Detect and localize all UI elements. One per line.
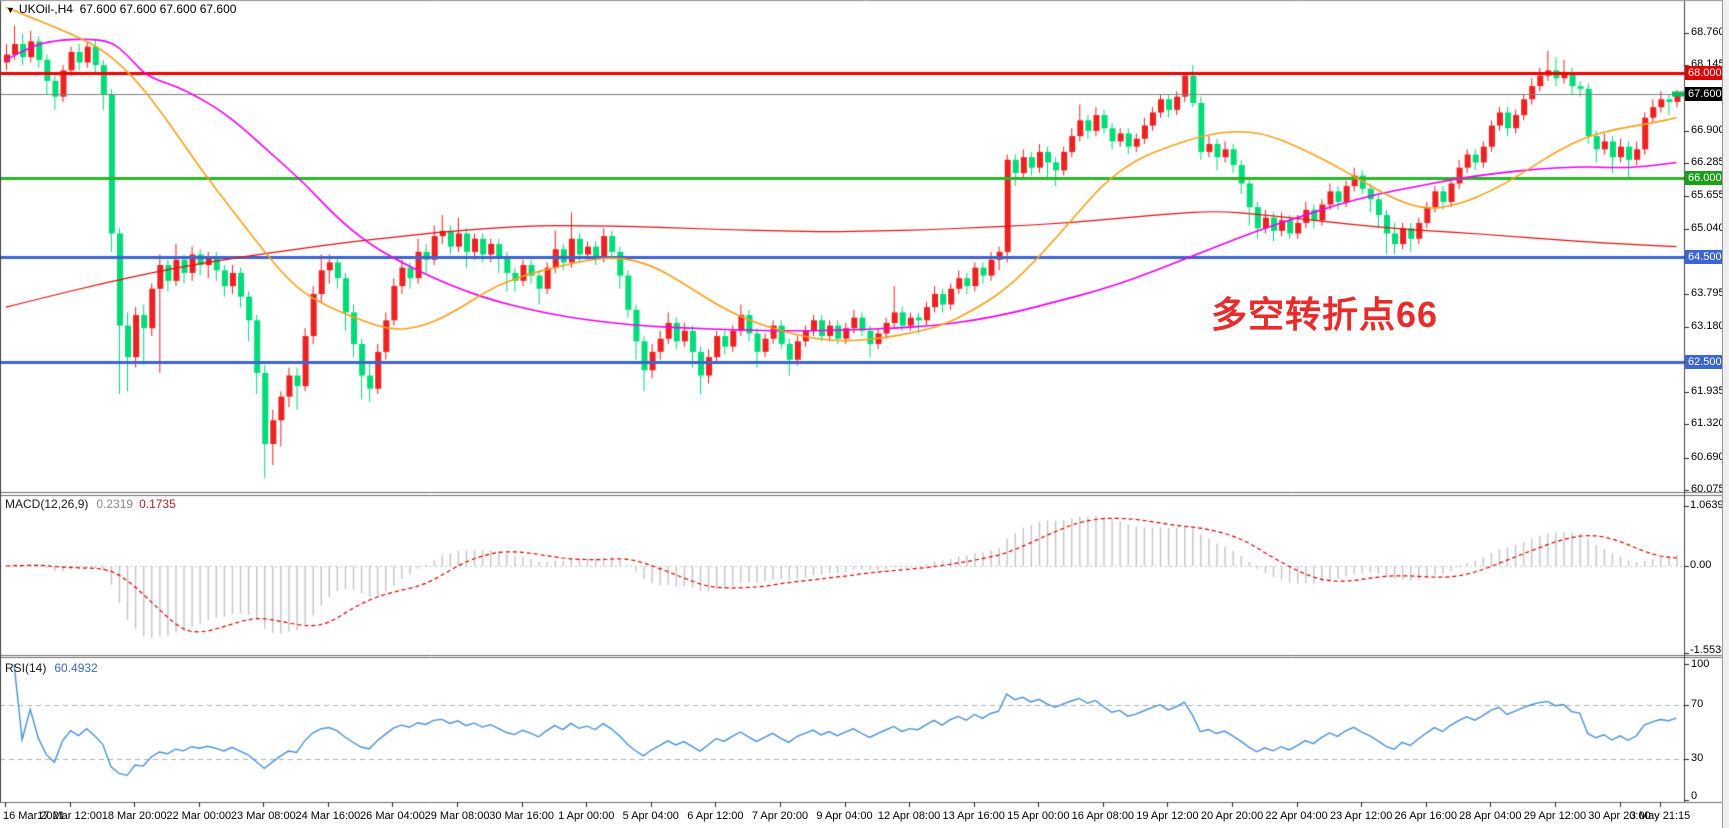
time-tick-label: 22 Mar 00:00 — [166, 810, 232, 822]
price-tick-label: 65.040 — [1691, 221, 1725, 234]
level-price-badge: 66.000 — [1685, 171, 1729, 186]
time-tick-label: 30 Apr 20:00 — [1588, 810, 1651, 822]
level-price-badge: 62.500 — [1685, 355, 1729, 370]
ohlc-values: 67.600 67.600 67.600 67.600 — [79, 2, 237, 16]
time-tick-label: 30 Mar 16:00 — [489, 810, 555, 822]
time-tick-label: 9 Apr 04:00 — [816, 810, 873, 822]
macd-scale-bottom: -1.5536 — [1690, 644, 1728, 656]
symbol-timeframe-label: UKOil-,H4 — [18, 2, 73, 16]
time-tick-label: 5 Apr 04:00 — [622, 810, 679, 822]
macd-signal-value: 0.1735 — [139, 497, 176, 511]
price-tick-label: 63.795 — [1691, 287, 1725, 300]
level-price-badge: 68.000 — [1685, 65, 1729, 80]
rsi-level-label: 30 — [1691, 752, 1704, 765]
price-tick-label: 65.655 — [1691, 189, 1725, 202]
price-tick-label: 66.900 — [1691, 123, 1725, 136]
rsi-level-label: 70 — [1691, 697, 1704, 710]
rsi-value: 60.4932 — [54, 661, 98, 675]
macd-scale-zero: 0.00 — [1690, 559, 1712, 571]
macd-scale-top: 1.0639 — [1690, 499, 1724, 511]
time-tick-label: 22 Apr 04:00 — [1265, 810, 1328, 822]
time-tick-label: 28 Apr 04:00 — [1459, 810, 1522, 822]
price-tick-label: 61.935 — [1691, 385, 1725, 398]
macd-main-value: 0.2319 — [96, 497, 134, 511]
price-tick-label: 60.075 — [1691, 482, 1725, 495]
price-tick-label: 66.285 — [1691, 156, 1725, 169]
rsi-level-label: 100 — [1691, 658, 1710, 670]
rsi-level-label: 0 — [1691, 790, 1698, 802]
time-tick-label: 13 Apr 16:00 — [942, 810, 1005, 822]
time-tick-label: 19 Apr 12:00 — [1136, 810, 1199, 822]
chart-title: ▼ UKOil-,H4 67.600 67.600 67.600 67.600 — [6, 2, 236, 16]
time-tick-label: 26 Apr 16:00 — [1394, 810, 1457, 822]
time-tick-label: 1 Apr 00:00 — [558, 810, 615, 822]
current-price-badge: 67.600 — [1685, 87, 1729, 102]
time-tick-label: 12 Apr 08:00 — [877, 810, 941, 822]
time-tick-label: 24 Mar 16:00 — [295, 810, 361, 822]
time-tick-label: 29 Mar 08:00 — [424, 810, 490, 822]
time-tick-label: 29 Apr 12:00 — [1523, 810, 1587, 822]
time-tick-label: 18 Mar 20:00 — [101, 810, 167, 822]
time-tick-label: 6 Apr 12:00 — [687, 810, 744, 822]
time-tick-label: 26 Mar 04:00 — [360, 810, 425, 822]
time-tick-label: 16 Apr 08:00 — [1071, 810, 1135, 822]
price-tick-label: 68.760 — [1691, 26, 1725, 38]
price-tick-label: 61.320 — [1691, 417, 1725, 430]
time-tick-label: 17 Mar 12:00 — [37, 810, 102, 822]
rsi-indicator-label: RSI(14) 60.4932 — [5, 661, 98, 675]
price-tick-label: 60.690 — [1691, 450, 1725, 463]
annotation-text: 多空转折点66 — [1211, 294, 1439, 335]
price-tick-label: 63.180 — [1691, 319, 1725, 332]
time-tick-label: 20 Apr 20:00 — [1200, 810, 1264, 822]
window-scrollbar[interactable] — [1722, 0, 1729, 828]
macd-name: MACD(12,26,9) — [5, 497, 89, 511]
time-tick-label: 16 Mar 2021 — [3, 810, 65, 822]
time-tick-label: 15 Apr 00:00 — [1007, 810, 1070, 822]
rsi-name: RSI(14) — [5, 661, 47, 675]
time-tick-label: 23 Mar 08:00 — [230, 810, 296, 822]
macd-indicator-label: MACD(12,26,9) 0.2319 0.1735 — [5, 497, 176, 511]
time-tick-label: 7 Apr 20:00 — [751, 810, 809, 822]
time-tick-label: 3 May 21:15 — [1629, 810, 1691, 822]
level-price-badge: 64.500 — [1685, 250, 1729, 265]
time-tick-label: 23 Apr 12:00 — [1329, 810, 1393, 822]
symbol-dropdown-icon[interactable]: ▼ — [6, 5, 15, 15]
